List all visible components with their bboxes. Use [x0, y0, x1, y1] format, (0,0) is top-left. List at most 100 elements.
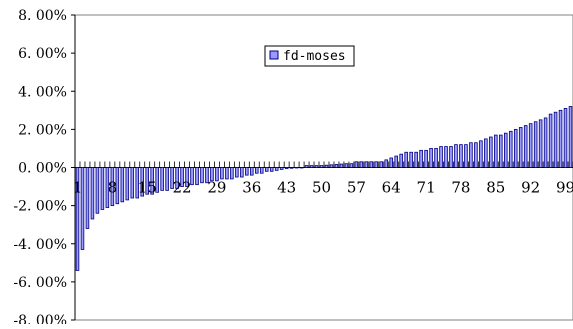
bar	[553, 111, 558, 168]
x-tick-label: 15	[138, 179, 157, 197]
legend: fd-moses	[264, 45, 355, 67]
bar	[225, 167, 229, 180]
bar	[459, 144, 463, 168]
bar	[329, 164, 334, 168]
bar	[419, 149, 423, 168]
y-tick-label: 6. 00%	[18, 46, 67, 62]
x-tick-label: 29	[207, 179, 226, 197]
y-tick-label: 2. 00%	[18, 122, 67, 138]
x-tick-label: 57	[347, 179, 366, 197]
x-tick-label: 36	[242, 179, 261, 197]
tick-marks	[71, 14, 573, 321]
bar	[135, 167, 140, 199]
bar	[489, 136, 493, 168]
bar	[563, 108, 568, 168]
bar	[484, 138, 488, 168]
bar	[284, 167, 289, 170]
bar	[100, 167, 105, 210]
bar	[374, 161, 379, 168]
bar	[170, 167, 174, 189]
bar	[80, 167, 85, 250]
bar	[150, 167, 154, 195]
y-tick-label: -6. 00%	[13, 275, 67, 291]
bar	[130, 167, 135, 199]
bar	[568, 106, 573, 168]
bar	[439, 146, 443, 168]
bar	[200, 167, 204, 184]
bar	[190, 167, 194, 186]
bar	[180, 167, 184, 187]
bar	[354, 161, 359, 168]
bar	[105, 167, 110, 208]
y-tick-label: -4. 00%	[13, 237, 67, 253]
bar	[464, 144, 468, 168]
bar	[394, 155, 398, 168]
bar	[429, 148, 433, 168]
bar	[294, 167, 299, 169]
x-tick-label: 71	[417, 179, 436, 197]
bar	[220, 167, 224, 180]
bar	[125, 167, 130, 201]
y-tick-label: -2. 00%	[13, 199, 67, 215]
x-tick-label: 78	[451, 179, 470, 197]
bar	[469, 142, 473, 168]
bar	[508, 130, 513, 168]
bar	[339, 163, 344, 168]
bar	[115, 167, 120, 205]
x-tick-label: 92	[521, 179, 540, 197]
bar	[399, 153, 403, 168]
bars-group	[75, 106, 573, 271]
bar	[140, 167, 144, 197]
bar	[264, 167, 269, 172]
bar	[215, 167, 219, 182]
bar	[528, 123, 533, 168]
bar	[289, 167, 294, 169]
bar	[389, 157, 393, 168]
y-tick-labels: 8. 00% 6. 00% 4. 00% 2. 00% 0. 00% -2. 00% -4.…	[13, 8, 67, 329]
bar	[384, 159, 389, 168]
bar	[195, 167, 199, 186]
x-tick-label: 50	[312, 179, 331, 197]
bar	[513, 128, 518, 168]
bar	[205, 167, 209, 184]
bar	[434, 148, 438, 168]
y-tick-label: 4. 00%	[18, 84, 67, 100]
bar	[145, 167, 149, 195]
bar	[155, 167, 159, 193]
bar	[259, 167, 264, 174]
bar	[255, 167, 259, 174]
bar	[379, 161, 384, 168]
bar	[210, 167, 214, 182]
bar	[344, 163, 349, 168]
bar	[299, 167, 304, 169]
bar	[494, 134, 498, 168]
bar	[240, 167, 244, 178]
bar	[75, 167, 80, 271]
bar	[314, 165, 319, 168]
bar	[414, 151, 418, 168]
x-tick-label: 22	[173, 179, 192, 197]
bar	[409, 151, 413, 168]
bar	[309, 165, 314, 168]
bar	[230, 167, 234, 180]
x-tick-labels: 1 8 15 22 29 36 43 50 57 64 71 78 85 92 99	[73, 179, 573, 197]
bar	[359, 161, 364, 168]
bar	[474, 142, 478, 168]
bar	[479, 140, 483, 168]
bar	[523, 125, 528, 168]
y-tick-label: 8. 00%	[18, 8, 67, 24]
bar	[404, 151, 408, 168]
bar	[269, 167, 274, 172]
bar	[424, 149, 428, 168]
bar	[274, 167, 279, 171]
bar	[90, 167, 95, 220]
bar	[245, 167, 249, 176]
x-tick-label: 43	[277, 179, 296, 197]
bar	[165, 167, 169, 191]
y-tick-label: -8. 00%	[13, 313, 67, 324]
bar	[185, 167, 189, 187]
bar	[110, 167, 115, 207]
bar	[364, 161, 369, 168]
